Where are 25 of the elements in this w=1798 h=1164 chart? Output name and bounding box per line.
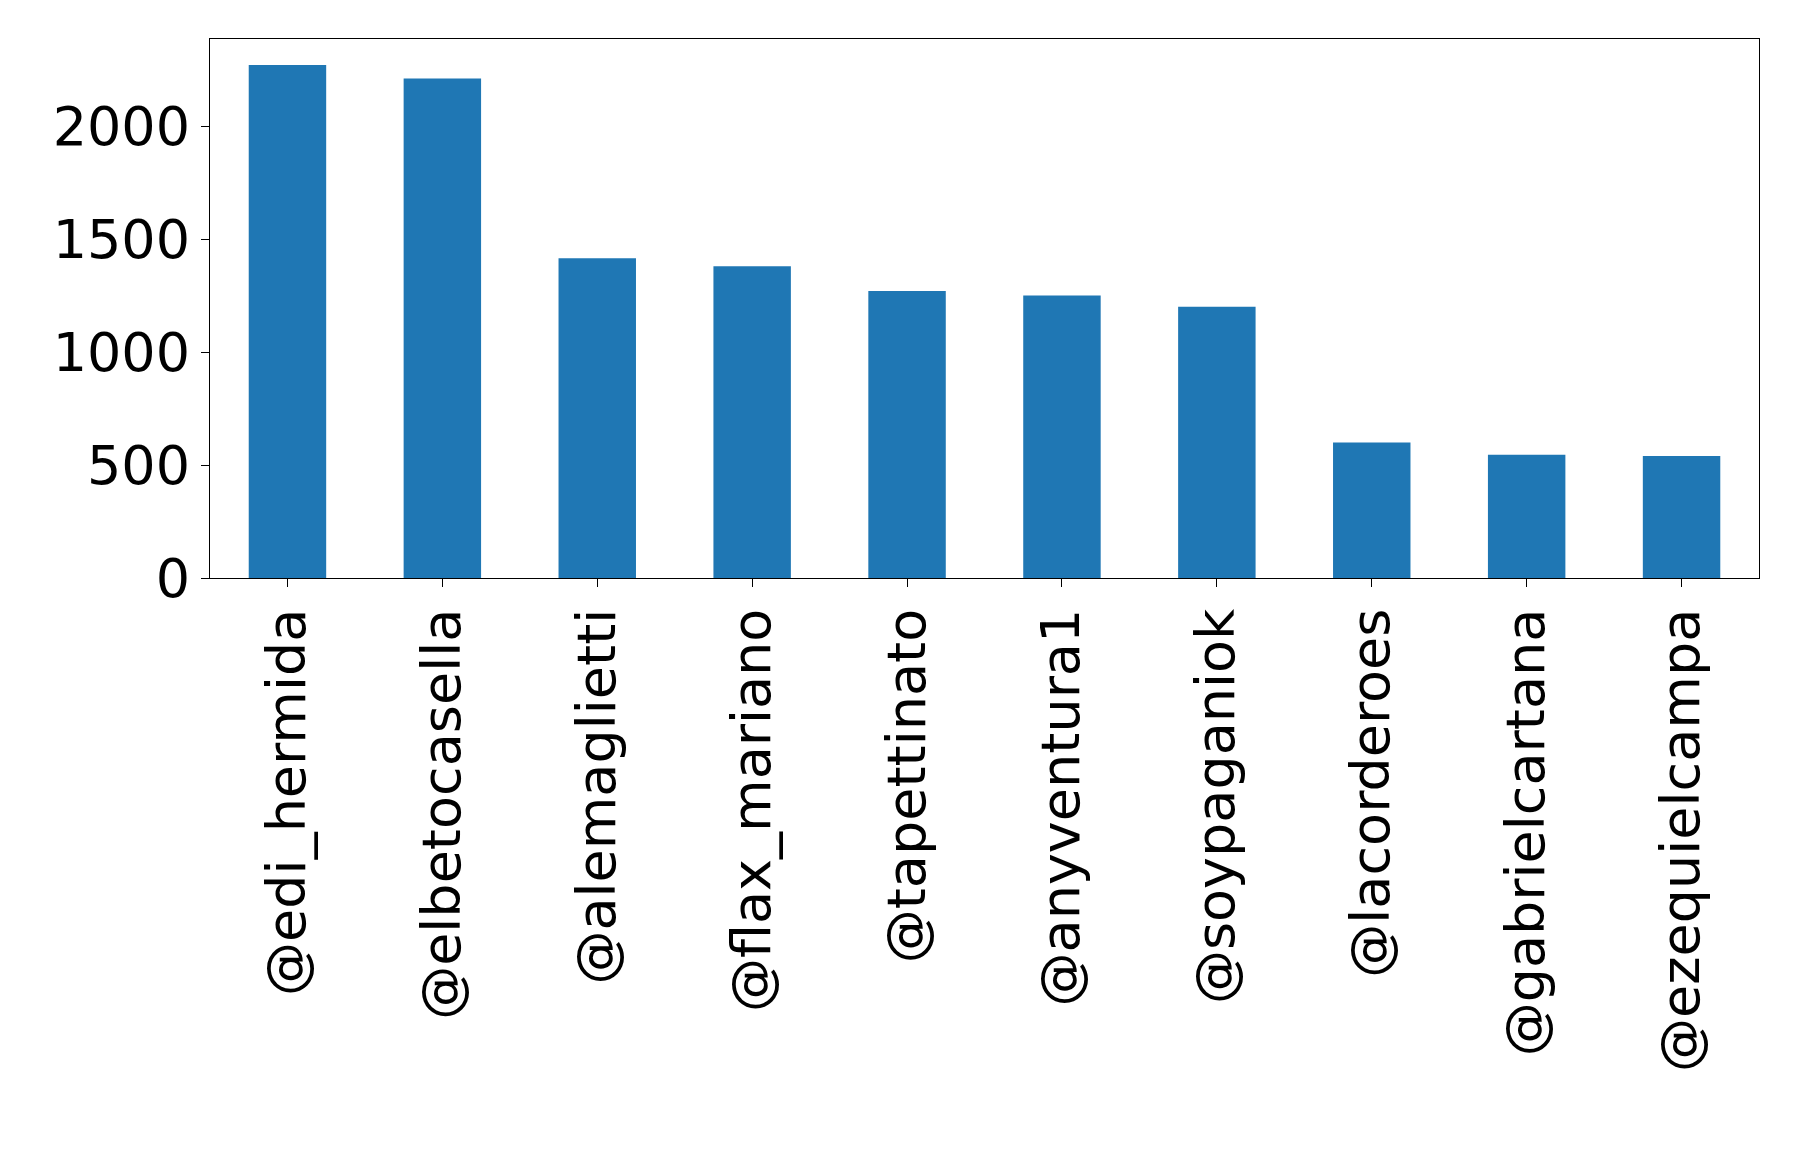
x-tick-label: @anyventura1 (1029, 608, 1093, 1007)
bar (248, 64, 327, 578)
bar (1333, 442, 1411, 578)
bar (1178, 306, 1256, 578)
y-tick-label: 1500 (52, 207, 191, 271)
y-tick-label: 0 (155, 546, 191, 610)
bar (868, 290, 946, 578)
x-tick-label: @soypaganiok (1184, 607, 1248, 1005)
bar (713, 266, 791, 578)
bar (558, 258, 636, 578)
y-tick-label: 1000 (52, 320, 191, 384)
x-tick-label: @gabrielcartana (1494, 608, 1558, 1057)
bar (1642, 455, 1721, 578)
y-tick-label: 2000 (52, 94, 191, 158)
y-tick-label: 500 (87, 433, 191, 497)
bar (403, 78, 482, 578)
x-tick-label: @lacorderoes (1339, 608, 1403, 978)
bar (1487, 454, 1566, 578)
x-tick-label: @elbetocasella (409, 608, 473, 1020)
x-tick-label: @tapettinato (874, 608, 938, 964)
x-tick-label: @flax_mariano (719, 608, 783, 1013)
x-tick-label: @edi_hermida (255, 608, 318, 996)
bar (1023, 295, 1101, 578)
x-tick-label: @alemaglietti (564, 608, 628, 985)
x-tick-label: @ezequielcampa (1649, 608, 1713, 1072)
